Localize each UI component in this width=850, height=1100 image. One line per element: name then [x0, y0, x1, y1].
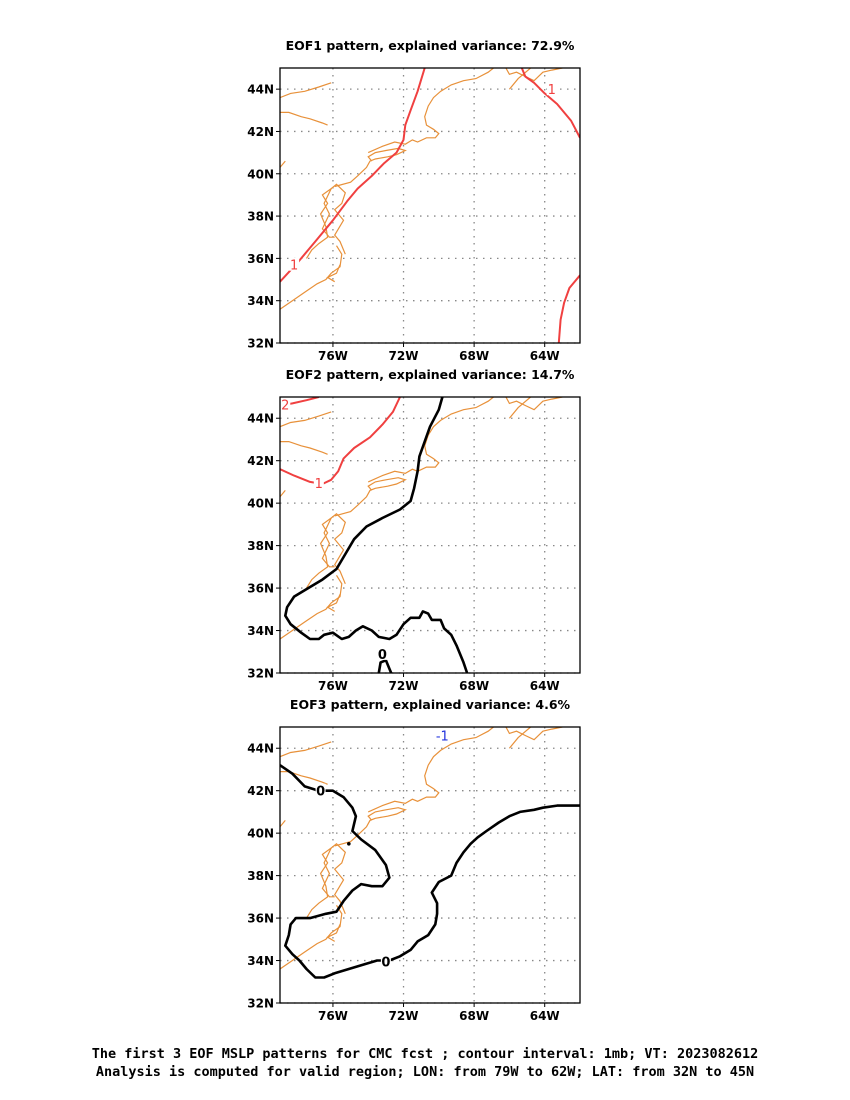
contour-label-bg — [437, 728, 454, 742]
contour-line — [280, 764, 580, 979]
y-tick-label: 44N — [247, 412, 274, 426]
contour-label: 2 — [281, 398, 289, 413]
caption-line-2: Analysis is computed for valid region; L… — [95, 1064, 755, 1080]
map-panel-3: EOF3 pattern, explained variance: 4.6% -1… — [247, 697, 581, 1023]
contour-label-bg — [313, 475, 324, 489]
coastline — [508, 68, 531, 90]
y-tick-label: 34N — [247, 954, 274, 968]
y-tick-label: 32N — [247, 667, 274, 681]
map-panel-1: EOF1 pattern, explained variance: 72.9% 1… — [247, 38, 581, 363]
coastline — [280, 82, 332, 99]
contour-line — [280, 68, 426, 283]
coastline — [508, 397, 531, 419]
contour-label-bg — [546, 82, 557, 96]
x-tick-label: 68W — [459, 679, 489, 693]
contour-line — [520, 68, 580, 139]
x-tick-label: 64W — [530, 349, 560, 363]
x-tick-label: 76W — [318, 679, 348, 693]
coastline — [367, 68, 494, 154]
y-tick-label: 44N — [247, 742, 274, 756]
y-tick-label: 38N — [247, 539, 274, 553]
coastline — [334, 807, 407, 847]
x-tick-label: 68W — [459, 349, 489, 363]
y-tick-label: 38N — [247, 210, 274, 224]
panel-title: EOF3 pattern, explained variance: 4.6% — [290, 697, 571, 712]
coastline — [280, 411, 332, 428]
y-tick-label: 40N — [247, 167, 274, 181]
marker-dot — [347, 841, 351, 846]
y-tick-label: 42N — [247, 454, 274, 468]
coastline — [367, 397, 494, 483]
contour-line — [284, 397, 469, 673]
contour-label: 0 — [381, 956, 390, 971]
y-tick-label: 36N — [247, 582, 274, 596]
x-tick-label: 76W — [318, 1009, 348, 1023]
contour-label-bg — [280, 397, 291, 411]
contour-label: 1 — [548, 83, 556, 98]
x-tick-label: 64W — [530, 1009, 560, 1023]
coastline — [505, 68, 563, 82]
coastline — [505, 727, 563, 741]
coastline — [280, 441, 328, 455]
map-content: 2 1 0 — [280, 397, 563, 673]
coastline — [326, 594, 341, 612]
x-tick-label: 76W — [318, 349, 348, 363]
coastline — [280, 741, 332, 758]
x-tick-label: 64W — [530, 679, 560, 693]
caption-line-1: The first 3 EOF MSLP patterns for CMC fc… — [91, 1046, 759, 1062]
y-tick-label: 42N — [247, 125, 274, 139]
y-tick-label: 34N — [247, 624, 274, 638]
y-tick-label: 42N — [247, 784, 274, 798]
coastline — [280, 160, 286, 168]
contour-line — [280, 397, 401, 485]
map-panel-2: EOF2 pattern, explained variance: 14.7% 2… — [247, 367, 581, 693]
contour-label-bg — [315, 783, 326, 797]
contour-label-bg — [377, 646, 388, 660]
coastline — [334, 477, 407, 517]
y-tick-label: 36N — [247, 252, 274, 266]
coastline — [280, 111, 328, 126]
x-tick-label: 72W — [389, 679, 419, 693]
contour-line — [377, 659, 393, 673]
coastline — [508, 727, 531, 749]
contour-line — [557, 274, 580, 343]
x-tick-label: 72W — [389, 349, 419, 363]
map-content: -1 0 0 — [280, 727, 580, 979]
map-frame — [279, 726, 581, 1004]
coastline — [367, 727, 494, 813]
coastline — [321, 847, 335, 898]
contour-label-bg — [380, 954, 391, 968]
coastline — [321, 188, 335, 238]
contour-label: 1 — [290, 259, 298, 274]
coastline — [505, 397, 563, 411]
contour-label-bg — [289, 257, 300, 271]
contour-label: 0 — [378, 648, 387, 663]
panel-title: EOF1 pattern, explained variance: 72.9% — [286, 38, 575, 53]
coastline — [326, 924, 341, 942]
coastline — [326, 264, 341, 283]
contour-label: 0 — [316, 785, 325, 800]
coastline — [280, 771, 328, 785]
coastline — [280, 490, 286, 498]
panel-title: EOF2 pattern, explained variance: 14.7% — [286, 367, 575, 382]
y-tick-label: 40N — [247, 827, 274, 841]
map-frame — [279, 396, 581, 674]
y-tick-label: 32N — [247, 337, 274, 351]
coastline — [280, 820, 286, 828]
x-tick-label: 72W — [389, 1009, 419, 1023]
x-tick-label: 68W — [459, 1009, 489, 1023]
y-tick-label: 38N — [247, 869, 274, 883]
coastline — [280, 245, 343, 310]
contour-label: -1 — [436, 729, 449, 744]
y-tick-label: 34N — [247, 294, 274, 308]
y-tick-label: 36N — [247, 912, 274, 926]
map-content: 11 — [280, 68, 580, 343]
y-tick-label: 40N — [247, 497, 274, 511]
y-tick-label: 32N — [247, 997, 274, 1011]
coastline — [321, 517, 335, 568]
map-frame — [279, 67, 581, 344]
y-tick-label: 44N — [247, 83, 274, 97]
contour-label: 1 — [315, 477, 323, 492]
